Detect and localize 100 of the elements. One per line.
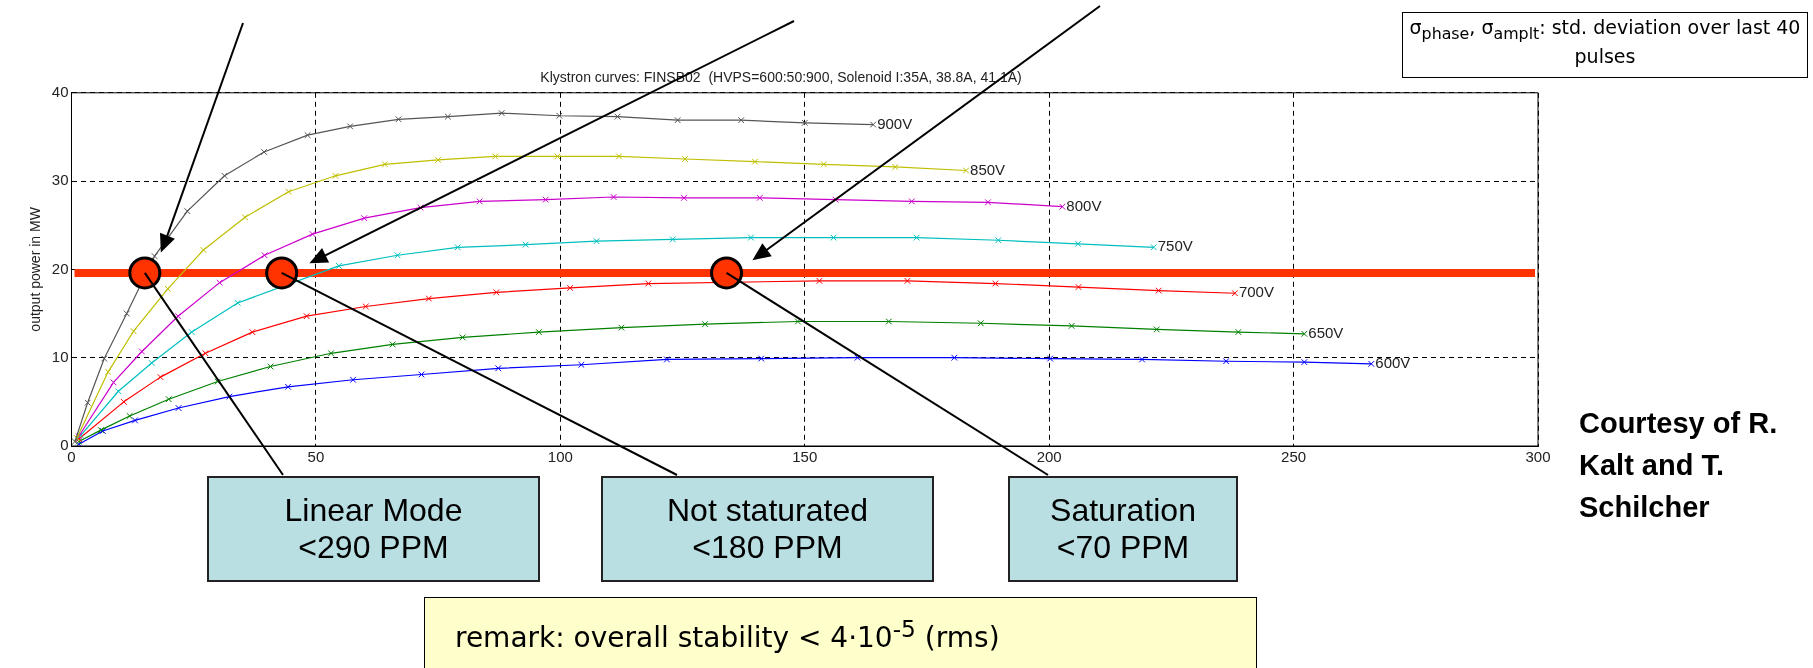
point	[360, 214, 368, 222]
series-label: 900V	[877, 114, 913, 132]
annotation: Saturation <70 PPM	[1008, 476, 1238, 582]
y-tick-label: 10	[51, 347, 69, 365]
point	[1231, 289, 1239, 297]
point	[820, 161, 828, 168]
point	[120, 398, 128, 406]
series-label: 750V	[1157, 237, 1193, 255]
point	[566, 284, 574, 292]
point	[1153, 326, 1161, 333]
point	[830, 234, 837, 241]
x-tick-label: 300	[1525, 448, 1551, 466]
point	[267, 363, 274, 370]
point	[522, 241, 529, 248]
text: σ$_{phase}$, σ$_{amplt}$: std. deviation over last 40 pulses	[1402, 12, 1808, 78]
point	[1059, 203, 1066, 211]
point	[618, 324, 625, 332]
point	[381, 161, 389, 168]
point	[175, 404, 182, 412]
y-tick-label: 40	[51, 82, 69, 100]
point	[241, 213, 249, 221]
point	[751, 158, 759, 165]
annotation: Linear Mode <290 PPM	[207, 476, 540, 582]
point	[710, 256, 744, 290]
point	[1301, 358, 1308, 366]
series-label: 600V	[1375, 354, 1411, 372]
point	[1068, 322, 1075, 330]
x-tick-label: 250	[1281, 448, 1307, 466]
point	[908, 198, 916, 205]
point	[1046, 355, 1054, 362]
x-tick-label: 100	[547, 448, 573, 466]
point	[816, 277, 823, 285]
point	[151, 252, 158, 260]
point	[885, 318, 893, 325]
point	[115, 387, 122, 395]
point	[459, 334, 466, 341]
point	[284, 383, 292, 391]
point	[389, 341, 396, 348]
point	[854, 354, 861, 362]
point	[747, 234, 755, 241]
point	[362, 303, 370, 310]
point	[425, 295, 433, 302]
point	[188, 328, 196, 336]
point	[1367, 360, 1375, 368]
point	[346, 123, 354, 130]
point	[394, 251, 401, 259]
point	[216, 279, 223, 286]
point	[556, 112, 563, 120]
point	[535, 328, 543, 336]
point	[110, 379, 117, 386]
point	[304, 131, 311, 139]
point	[126, 412, 133, 420]
point	[165, 395, 173, 403]
point	[492, 289, 500, 296]
point	[234, 299, 242, 307]
point	[303, 312, 310, 320]
point	[869, 121, 877, 128]
point	[434, 156, 442, 164]
point	[349, 376, 357, 384]
y-tick-label: 0	[60, 436, 69, 454]
point	[104, 368, 112, 376]
x-tick-label: 50	[307, 448, 325, 466]
point	[491, 153, 499, 160]
point	[801, 119, 809, 127]
point	[71, 438, 79, 445]
point	[157, 373, 164, 381]
point	[261, 251, 268, 259]
point	[680, 194, 688, 202]
point	[994, 236, 1002, 244]
point	[644, 280, 652, 287]
text: remark: overall stability < 4·10$^{-5}$ (rms)	[424, 597, 1257, 668]
point	[164, 285, 172, 293]
point	[593, 237, 600, 245]
point	[444, 113, 452, 120]
point	[977, 319, 985, 327]
y-axis-title: output power in MW	[27, 206, 44, 332]
text: Courtesy of R. Kalt and T. Schilcher	[1578, 406, 1779, 526]
point	[615, 153, 623, 160]
point	[174, 312, 182, 320]
point	[200, 246, 207, 254]
point	[454, 244, 461, 251]
point	[757, 355, 765, 362]
point	[737, 116, 745, 124]
point	[913, 234, 921, 241]
point	[395, 115, 402, 123]
point	[1301, 330, 1308, 338]
point	[610, 193, 617, 201]
point	[332, 172, 339, 180]
point	[701, 320, 709, 328]
point	[951, 354, 958, 362]
point	[130, 327, 137, 335]
point	[578, 361, 585, 369]
point	[1155, 287, 1162, 294]
point	[663, 356, 671, 363]
point	[131, 417, 139, 424]
point	[674, 116, 681, 124]
point	[1235, 328, 1242, 336]
series-label: 700V	[1238, 283, 1274, 301]
point	[84, 399, 91, 407]
annotation: Not staturated <180 PPM	[601, 476, 934, 582]
